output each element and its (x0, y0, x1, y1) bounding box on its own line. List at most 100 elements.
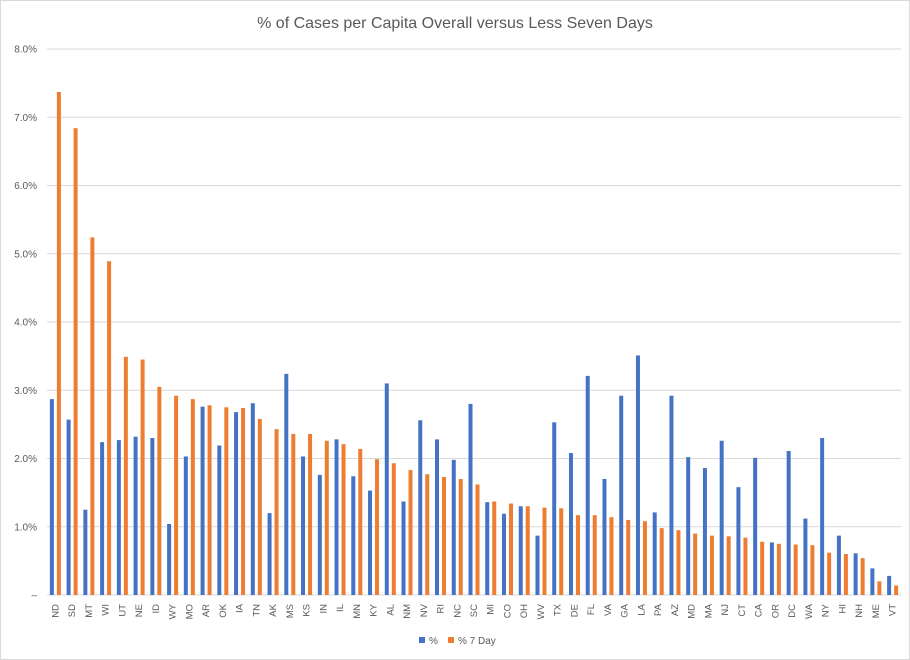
bar-percent-mn (351, 476, 356, 595)
bar-percent-nc (451, 459, 456, 595)
bar-7-day-ky (375, 459, 380, 595)
bar-percent-hi (836, 535, 841, 595)
bar-percent-ne (133, 436, 138, 595)
bar-percent-mo (183, 456, 188, 595)
bar-7-day-me (877, 581, 882, 595)
bar-7-day-mo (190, 399, 195, 595)
bar-percent-ma (702, 468, 707, 595)
bar-percent-fl (585, 375, 590, 595)
bar-7-day-tx (559, 508, 564, 595)
bar-7-day-dc (793, 544, 798, 595)
bar-7-day-ia (241, 407, 246, 595)
bar-percent-ks (301, 456, 306, 595)
x-category-label: SC (469, 604, 480, 617)
x-category-label: DE (569, 604, 580, 617)
bar-7-day-nj (726, 536, 731, 595)
bar-percent-tn (250, 403, 255, 595)
bar-percent-ky (368, 490, 373, 595)
bar-percent-nd (49, 399, 54, 595)
bar-percent-ar (200, 406, 205, 595)
bar-percent-ca (753, 457, 758, 595)
bar-percent-va (602, 478, 607, 595)
bar-7-day-ok (224, 407, 229, 595)
x-category-label: VA (603, 603, 614, 616)
bar-percent-id (150, 438, 155, 595)
bar-percent-nm (401, 501, 406, 595)
bar-percent-oh (518, 506, 523, 595)
x-category-label: GA (620, 603, 631, 617)
x-category-label: OR (770, 604, 781, 618)
y-tick-label: 1.0% (14, 522, 37, 533)
x-category-label: CO (502, 604, 513, 618)
bar-percent-mi (485, 502, 490, 595)
bar-7-day-wy (174, 395, 179, 595)
bar-percent-nj (719, 440, 724, 595)
bar-percent-dc (786, 450, 791, 595)
bar-7-day-mn (358, 448, 363, 595)
x-category-label: MI (486, 604, 497, 615)
bar-7-day-ne (140, 359, 145, 595)
x-category-label: MS (285, 604, 296, 618)
x-category-label: IL (335, 604, 346, 612)
bar-percent-tx (552, 422, 557, 595)
bars (49, 91, 899, 596)
bar-7-day-nc (458, 478, 463, 595)
x-category-label: IN (318, 604, 329, 614)
x-category-label: SD (67, 604, 78, 617)
bar-7-day-wv (542, 507, 547, 595)
x-category-label: NY (821, 603, 832, 617)
y-tick-label: 5.0% (14, 249, 37, 260)
bar-percent-pa (652, 512, 657, 595)
bar-7-day-az (676, 530, 681, 595)
x-category-label: VT (888, 604, 899, 616)
bar-7-day-sd (73, 128, 78, 596)
bar-7-day-wa (810, 545, 815, 595)
x-category-label: OH (519, 604, 530, 618)
bar-7-day-mt (90, 237, 95, 595)
bar-7-day-nv (425, 474, 430, 595)
bar-percent-ny (820, 438, 825, 595)
bar-percent-de (568, 453, 573, 595)
x-category-label: MN (352, 604, 363, 619)
x-category-label: NM (402, 604, 413, 619)
legend-swatch-percent (419, 637, 425, 643)
x-category-label: KY (369, 603, 380, 616)
x-category-label: ME (871, 604, 882, 618)
bar-percent-wa (803, 518, 808, 595)
x-category-label: AZ (670, 604, 681, 616)
x-category-label: NJ (720, 604, 731, 616)
bar-7-day-or (776, 543, 781, 595)
bar-percent-ms (284, 373, 289, 595)
bar-7-day-va (609, 517, 614, 595)
x-category-label: AR (201, 604, 212, 617)
bar-percent-or (769, 542, 774, 595)
bar-7-day-tn (257, 418, 262, 595)
bar-percent-ri (435, 439, 440, 595)
bar-percent-az (669, 395, 674, 595)
x-category-label: NH (854, 604, 865, 618)
chart-title: % of Cases per Capita Overall versus Les… (257, 15, 653, 32)
legend-swatch-7-day (448, 637, 454, 643)
bar-7-day-sc (475, 484, 480, 595)
bar-percent-il (334, 439, 339, 595)
bar-percent-wv (535, 535, 540, 595)
x-category-label: AK (268, 603, 279, 616)
bar-percent-wi (100, 442, 105, 595)
x-category-label: MT (84, 604, 95, 618)
x-category-label: TX (553, 603, 564, 616)
x-category-label: WA (804, 603, 815, 619)
bar-7-day-nh (860, 558, 865, 595)
x-category-label: CT (737, 604, 748, 617)
y-tick-label: 4.0% (14, 318, 37, 329)
x-category-label: TN (251, 604, 262, 617)
x-category-label: WY (168, 603, 179, 619)
bar-percent-nh (853, 553, 858, 595)
bar-percent-nv (418, 420, 423, 595)
bar-7-day-il (341, 444, 346, 595)
bar-percent-wy (167, 524, 172, 595)
legend-label-7-day: % 7 Day (458, 636, 496, 647)
bar-percent-md (686, 457, 691, 595)
x-category-label: NV (419, 603, 430, 617)
bar-7-day-co (508, 503, 513, 595)
gridlines (47, 48, 901, 596)
